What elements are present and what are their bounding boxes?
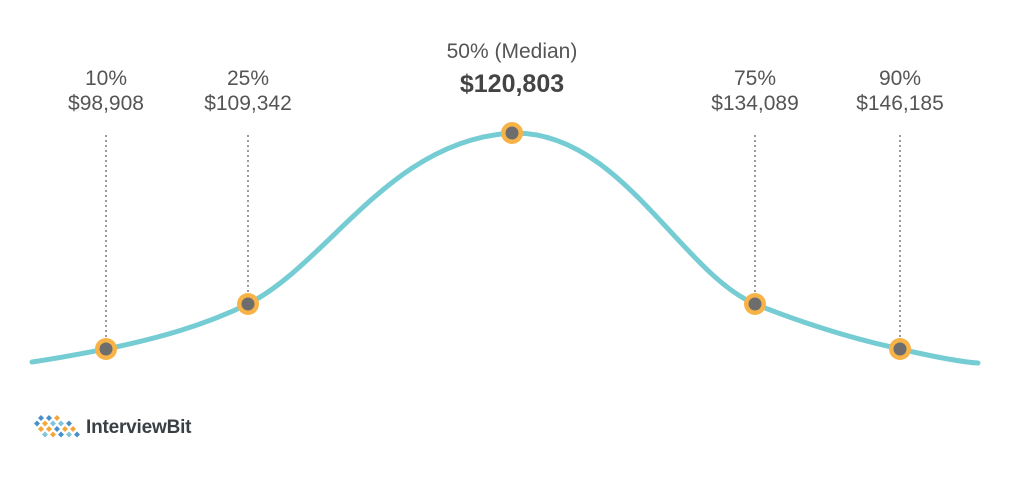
logo-diamond-16: [66, 431, 72, 438]
marker-dot-4: [748, 297, 762, 311]
logo-diamond-5: [42, 431, 48, 438]
logo-diamond-10: [54, 415, 60, 421]
logo-diamond-7: [46, 426, 52, 432]
percentile-label-2: 25%: [227, 67, 269, 90]
logo-diamond-18: [74, 431, 80, 438]
percentile-guide-lines: [105, 135, 901, 337]
value-label-1: $98,908: [68, 92, 144, 115]
marker-dot-2: [241, 297, 255, 311]
distribution-curve: [29, 130, 981, 366]
logo-diamond-9: [50, 431, 56, 438]
brand-logo: InterviewBit: [34, 415, 191, 441]
logo-diamond-1: [34, 420, 40, 427]
value-label-3: $120,803: [460, 70, 564, 98]
logo-diamond-6: [46, 415, 52, 421]
percentile-label-1: 10%: [85, 67, 127, 90]
percentile-markers: [95, 122, 911, 360]
percentile-label-3: 50% (Median): [447, 40, 578, 63]
percentile-labels: 10%$98,908 25%$109,342 50% (Median) $120,80…: [68, 40, 944, 115]
logo-diamond-15: [66, 420, 72, 427]
brand-name: InterviewBit: [86, 417, 192, 438]
marker-dot-3: [505, 126, 519, 140]
value-label-2: $109,342: [204, 92, 292, 115]
logo-diamond-2: [38, 415, 44, 421]
logo-diamond-8: [50, 420, 56, 427]
logo-diamond-12: [58, 420, 64, 427]
marker-dot-5: [893, 342, 907, 356]
logo-diamond-4: [42, 420, 48, 427]
logo-diamond-14: [62, 426, 68, 432]
marker-dot-1: [99, 342, 113, 356]
logo-diamond-13: [58, 431, 64, 438]
interviewbit-diamond-logo-icon: [34, 415, 80, 438]
logo-diamond-3: [38, 426, 44, 432]
logo-diamond-11: [54, 426, 60, 432]
value-label-4: $134,089: [711, 92, 799, 115]
percentile-label-4: 75%: [734, 67, 776, 90]
percentile-label-5: 90%: [879, 67, 921, 90]
logo-diamond-17: [70, 426, 76, 432]
value-label-5: $146,185: [856, 92, 944, 115]
